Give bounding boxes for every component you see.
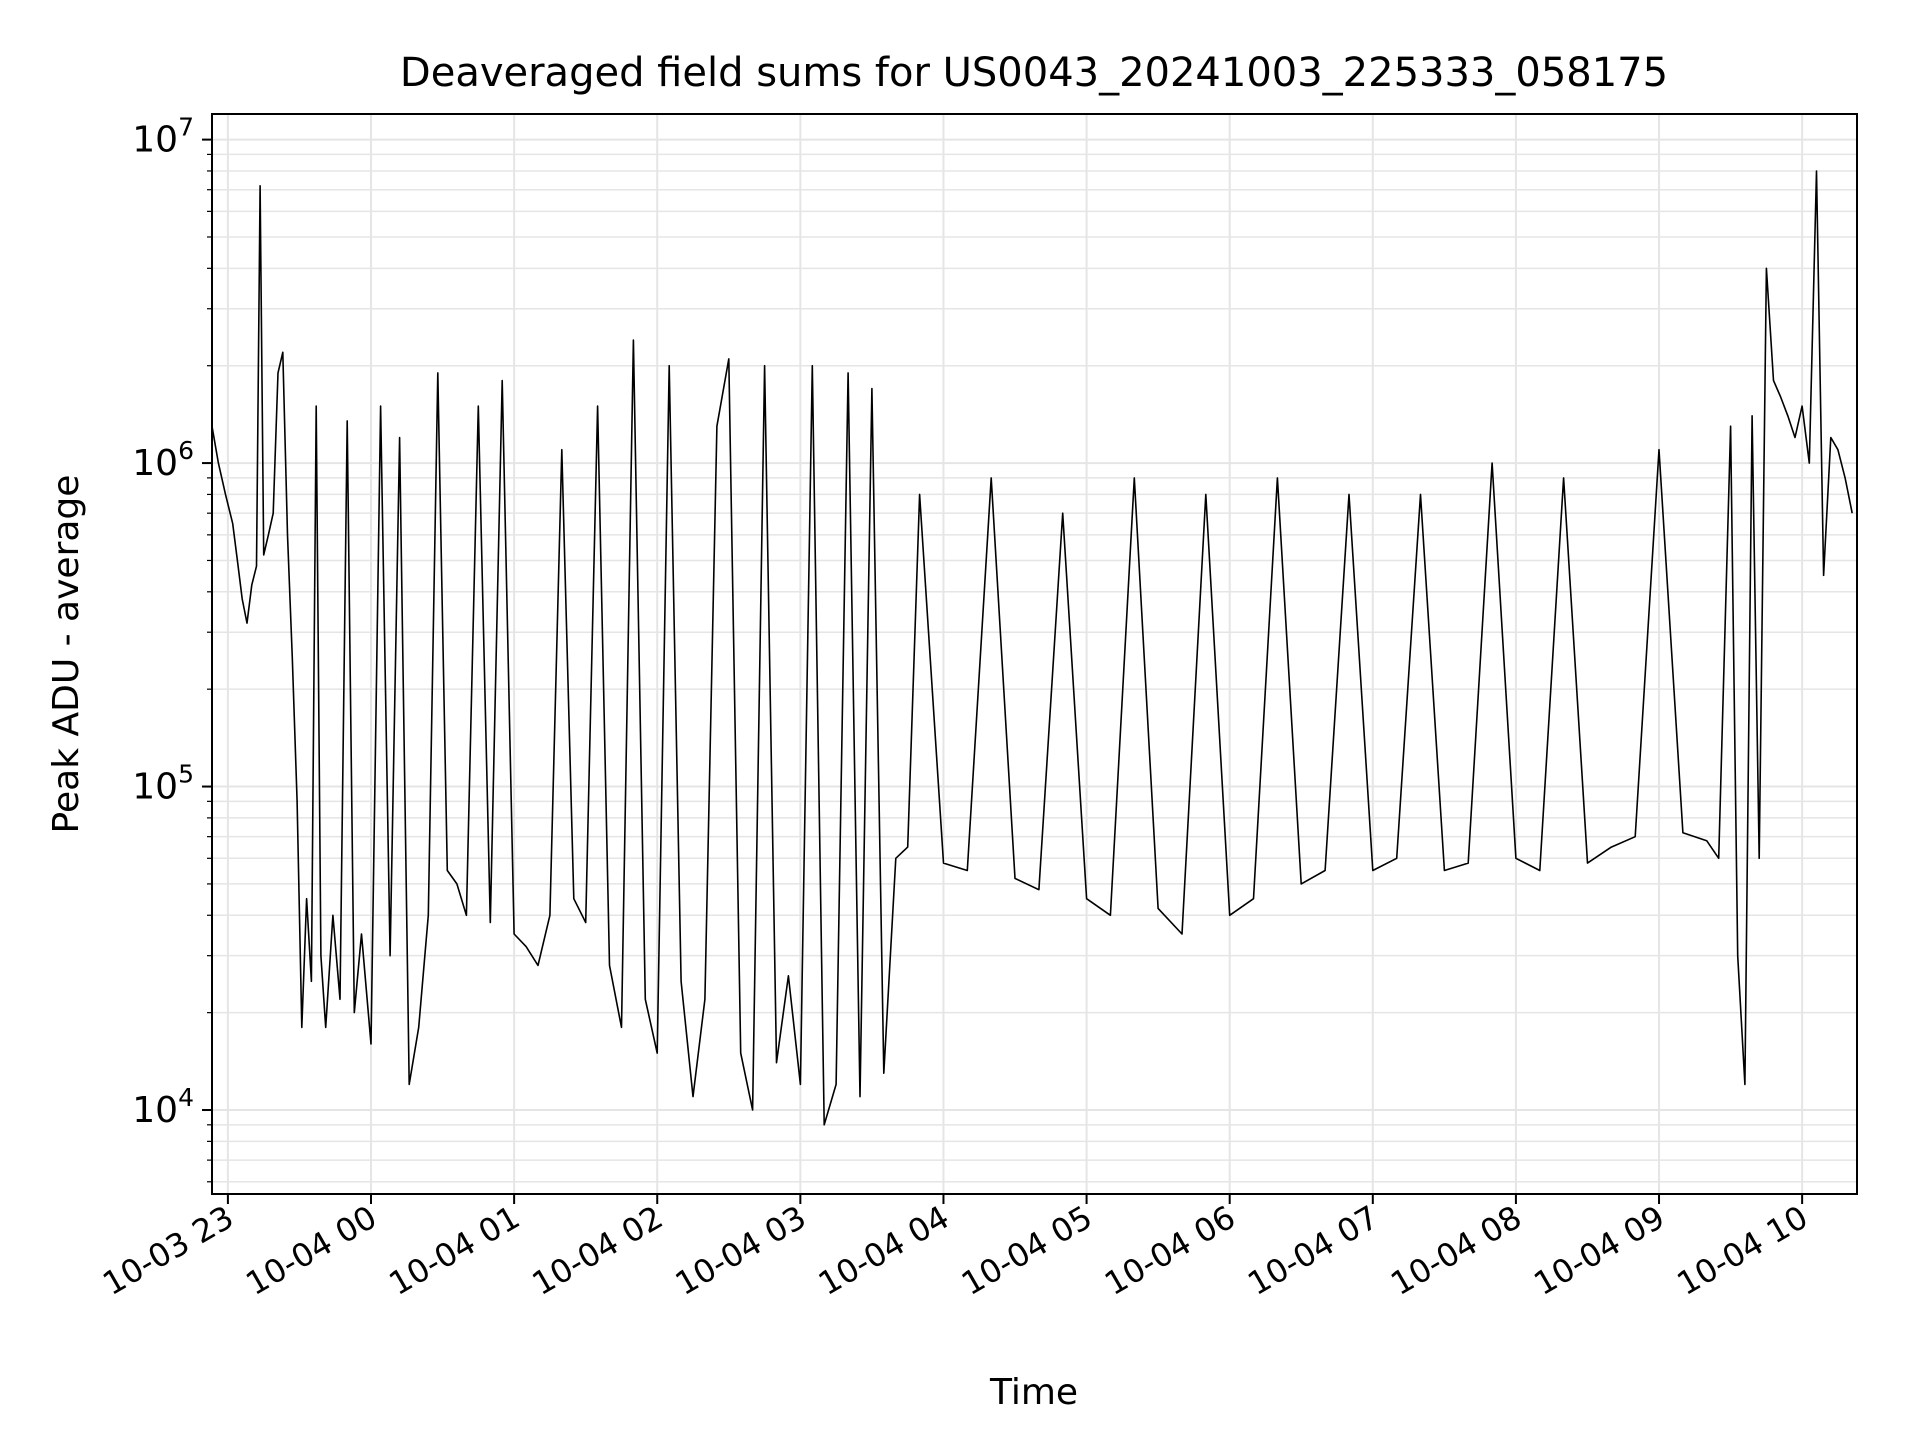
chart-title: Deaveraged field sums for US0043_2024100…: [400, 50, 1668, 96]
y-tick-label: 106: [132, 436, 194, 484]
plot-frame: [211, 113, 1858, 1195]
y-tick-label: 107: [132, 113, 194, 161]
series-layer: [211, 170, 1853, 1126]
y-axis-label: Peak ADU - average: [46, 475, 87, 834]
series-line-0: [211, 170, 1853, 1126]
y-tick-label: 104: [132, 1083, 194, 1131]
y-tick-label: 105: [132, 760, 194, 808]
x-axis-label: Time: [989, 1372, 1078, 1413]
